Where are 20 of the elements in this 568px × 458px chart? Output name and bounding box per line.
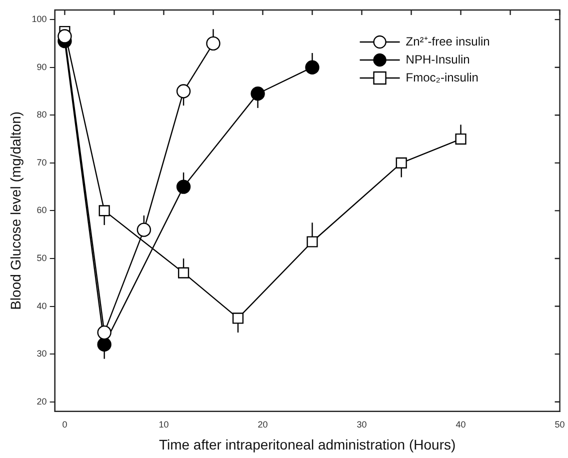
- y-tick-label: 40: [36, 300, 47, 311]
- y-tick-label: 50: [36, 252, 47, 263]
- y-tick-label: 90: [36, 62, 47, 72]
- x-tick-label: 0: [62, 419, 68, 430]
- y-tick-label: 100: [32, 14, 47, 24]
- y-tick-label: 70: [36, 157, 47, 168]
- legend-label: Fmoc₂-insulin: [406, 70, 478, 84]
- x-tick-label: 40: [456, 419, 466, 430]
- x-tick-label: 30: [356, 419, 367, 430]
- y-axis-title: Blood Glucose level (mg/dalton): [7, 111, 24, 310]
- y-tick-label: 20: [36, 396, 47, 406]
- y-tick-label: 80: [36, 110, 47, 120]
- x-tick-label: 50: [554, 419, 565, 430]
- y-tick-label: 60: [36, 205, 47, 216]
- legend-label: NPH-Insulin: [406, 52, 470, 66]
- y-tick-label: 30: [36, 348, 47, 359]
- legend-label: Zn²⁺-free insulin: [406, 34, 490, 48]
- x-tick-label: 20: [258, 419, 268, 430]
- x-tick-label: 10: [158, 419, 169, 430]
- x-axis-title: Time after intraperitoneal administration (Hours): [158, 436, 456, 452]
